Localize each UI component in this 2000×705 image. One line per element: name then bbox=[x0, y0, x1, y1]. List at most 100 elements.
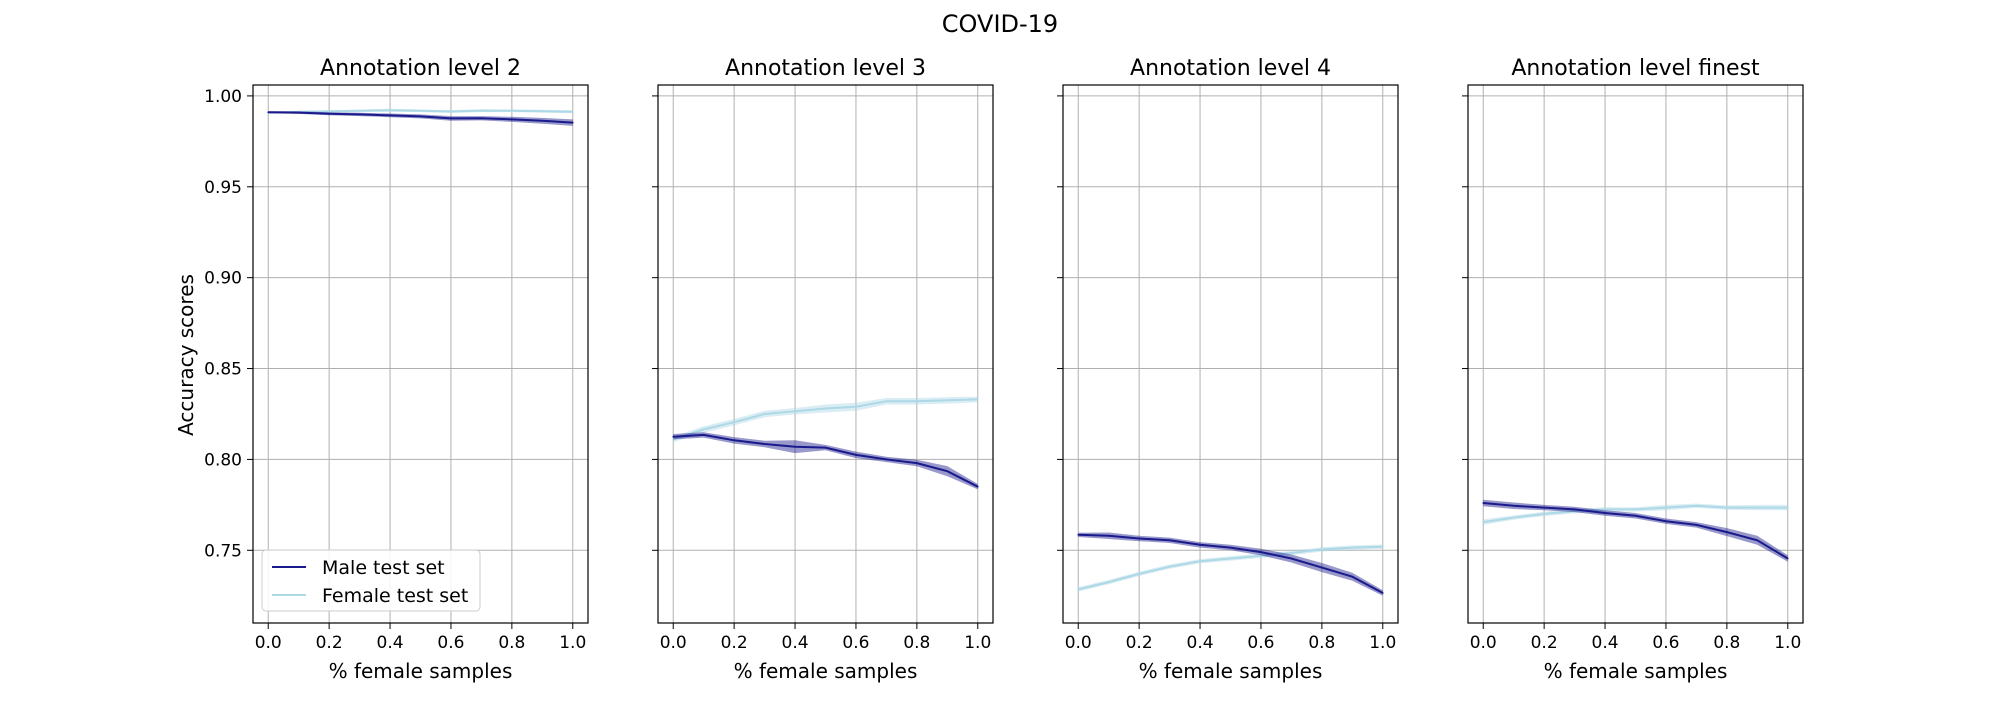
x-tick-label: 0.2 bbox=[1531, 633, 1558, 653]
x-tick-label: 0.2 bbox=[316, 633, 343, 653]
data-point-male bbox=[328, 112, 330, 115]
subplot-4: 0.0 0.2 0.4 0.6 0.8 1.0 Annotation level fines… bbox=[1462, 56, 1804, 683]
data-point-male bbox=[1199, 544, 1201, 546]
subplot-3: 0.0 0.2 0.4 0.6 0.8 1.0 Annotation level 4 % fe… bbox=[1057, 56, 1399, 683]
data-point-male bbox=[450, 117, 452, 120]
data-point-male bbox=[1351, 575, 1354, 578]
data-point-female bbox=[1077, 588, 1079, 591]
data-point-female bbox=[763, 413, 766, 415]
confidence-band-male bbox=[673, 432, 978, 490]
legend-box bbox=[261, 549, 481, 612]
data-point-female bbox=[450, 110, 452, 113]
data-point-male bbox=[572, 121, 574, 124]
data-point-male bbox=[1482, 502, 1484, 504]
x-tick-label: 0.4 bbox=[782, 633, 809, 653]
data-point-female bbox=[1726, 506, 1728, 509]
data-point-female bbox=[794, 410, 796, 413]
axes-frame bbox=[1062, 84, 1399, 624]
x-tick-label: 0.8 bbox=[1308, 633, 1335, 653]
data-point-female bbox=[419, 110, 422, 112]
data-point-male bbox=[358, 113, 361, 116]
data-point-male bbox=[511, 118, 513, 121]
data-point-male bbox=[1573, 508, 1576, 511]
data-point-female bbox=[855, 405, 857, 408]
y-tick-label: 0.90 bbox=[204, 269, 242, 289]
x-tick-label: 0.0 bbox=[660, 633, 687, 653]
x-tick-label: 0.0 bbox=[1065, 633, 1092, 653]
data-point-male bbox=[885, 458, 888, 461]
data-point-female bbox=[1512, 516, 1515, 519]
legend-label: Male test set bbox=[322, 557, 445, 579]
data-point-male bbox=[1382, 592, 1384, 594]
data-point-female bbox=[946, 399, 949, 402]
x-tick-label: 0.0 bbox=[255, 633, 282, 653]
subplot-title: Annotation level 4 bbox=[1130, 56, 1331, 81]
x-tick-label: 0.4 bbox=[1187, 633, 1214, 653]
subplot-panels: 0.0 0.2 0.4 0.6 0.8 1.0 0.75 0.80 0.85 0.90 0.95 1.… bbox=[204, 56, 1804, 683]
data-point-female bbox=[1482, 521, 1484, 523]
x-tick-label: 0.2 bbox=[721, 633, 748, 653]
y-tick-label: 0.95 bbox=[204, 178, 242, 198]
x-tick-label: 0.0 bbox=[1470, 633, 1497, 653]
data-point-male bbox=[541, 120, 544, 122]
data-point-male bbox=[267, 111, 270, 114]
data-point-female bbox=[1168, 565, 1171, 568]
data-point-male bbox=[1787, 557, 1789, 560]
data-point-female bbox=[1321, 548, 1323, 551]
data-point-male bbox=[1138, 537, 1140, 540]
y-tick-label: 1.00 bbox=[204, 87, 242, 107]
data-point-male bbox=[1665, 520, 1667, 522]
data-point-female bbox=[977, 398, 979, 401]
data-point-female bbox=[358, 110, 361, 112]
data-point-male bbox=[480, 117, 483, 120]
data-point-female bbox=[733, 421, 735, 424]
data-point-female bbox=[1695, 505, 1698, 507]
y-tick-label: 0.75 bbox=[204, 541, 242, 561]
data-point-male bbox=[419, 115, 422, 118]
axes-frame bbox=[1467, 84, 1804, 624]
subplot-title: Annotation level 2 bbox=[320, 56, 521, 81]
data-point-female bbox=[1382, 545, 1384, 548]
data-point-female bbox=[389, 109, 391, 112]
x-axis-label: % female samples bbox=[329, 659, 513, 683]
data-point-female bbox=[1260, 555, 1262, 557]
x-tick-label: 0.8 bbox=[1713, 633, 1740, 653]
data-point-male bbox=[794, 445, 796, 448]
x-tick-label: 0.4 bbox=[377, 633, 404, 653]
x-tick-label: 0.8 bbox=[498, 633, 525, 653]
data-point-female bbox=[511, 110, 513, 112]
data-point-male bbox=[1756, 539, 1759, 542]
data-point-male bbox=[1695, 524, 1698, 526]
data-point-male bbox=[389, 114, 391, 117]
confidence-band-female bbox=[1078, 544, 1383, 592]
y-tick-label: 0.85 bbox=[204, 360, 242, 380]
data-point-female bbox=[480, 109, 483, 112]
data-point-male bbox=[1634, 515, 1637, 517]
data-point-female bbox=[1573, 510, 1576, 512]
data-point-male bbox=[702, 434, 705, 436]
data-point-male bbox=[733, 439, 735, 442]
subplot-2: 0.0 0.2 0.4 0.6 0.8 1.0 Annotation level 3 % fe… bbox=[652, 56, 994, 683]
data-point-female bbox=[1229, 557, 1232, 560]
data-point-male bbox=[1229, 546, 1232, 549]
data-point-female bbox=[1138, 573, 1140, 575]
data-point-male bbox=[1168, 539, 1171, 542]
data-point-female bbox=[572, 110, 574, 113]
x-tick-label: 0.8 bbox=[903, 633, 930, 653]
series-line-male bbox=[673, 433, 979, 488]
data-point-female bbox=[885, 400, 888, 403]
data-point-female bbox=[1199, 560, 1201, 562]
x-tick-label: 0.6 bbox=[437, 633, 464, 653]
data-point-male bbox=[1543, 506, 1545, 509]
data-point-female bbox=[672, 438, 674, 441]
subplot-title: Annotation level 3 bbox=[725, 56, 926, 81]
data-point-female bbox=[1290, 552, 1293, 554]
data-point-female bbox=[1665, 506, 1667, 509]
data-point-male bbox=[1512, 505, 1515, 507]
data-point-male bbox=[1321, 566, 1323, 569]
x-axis-label: % female samples bbox=[734, 659, 918, 683]
data-point-female bbox=[1787, 506, 1789, 509]
x-tick-label: 0.4 bbox=[1592, 633, 1619, 653]
